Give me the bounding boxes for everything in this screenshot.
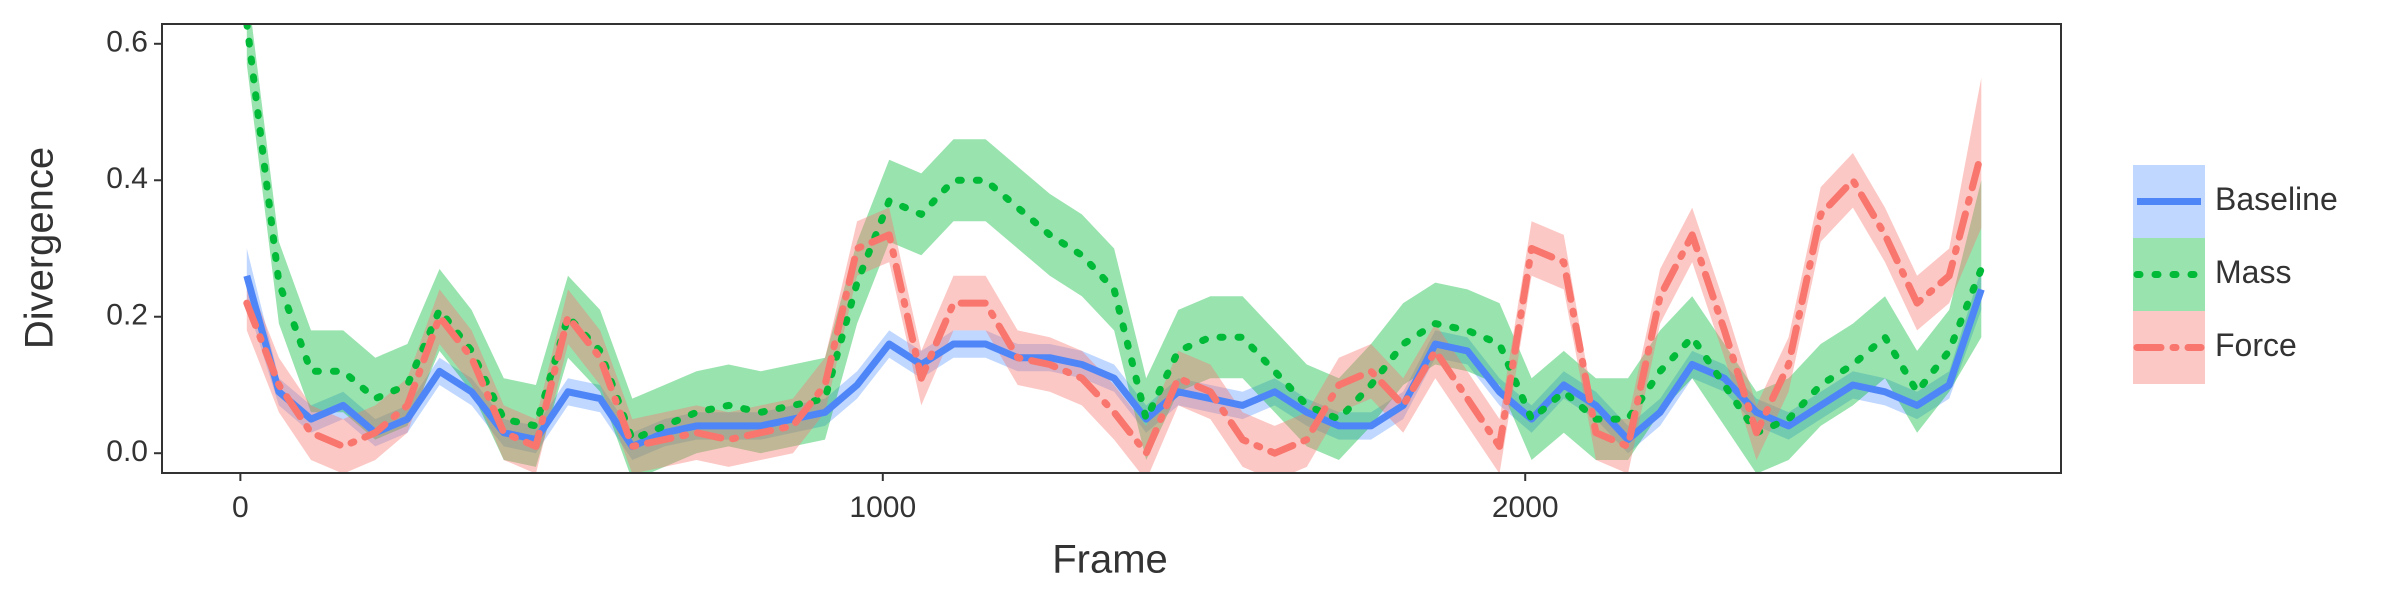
plot-area (243, 24, 1985, 473)
y-tick-label: 0.2 (106, 299, 148, 332)
y-tick-label: 0.0 (106, 435, 148, 468)
x-tick-label: 0 (232, 491, 249, 524)
y-axis-label: Divergence (18, 147, 62, 349)
y-tick-label: 0.6 (106, 26, 148, 59)
legend-label: Force (2215, 327, 2297, 363)
x-tick-label: 2000 (1492, 491, 1559, 524)
confidence-band (246, 77, 1982, 473)
plot-border (161, 23, 2062, 474)
series-line (243, 149, 1985, 457)
legend-label: Baseline (2215, 181, 2338, 217)
y-tick-label: 0.4 (106, 162, 148, 195)
x-tick-label: 1000 (849, 491, 916, 524)
series-line (243, 24, 1985, 444)
legend-label: Mass (2215, 254, 2291, 290)
confidence-band (246, 24, 1982, 473)
x-axis-label: Frame (1052, 538, 1168, 582)
